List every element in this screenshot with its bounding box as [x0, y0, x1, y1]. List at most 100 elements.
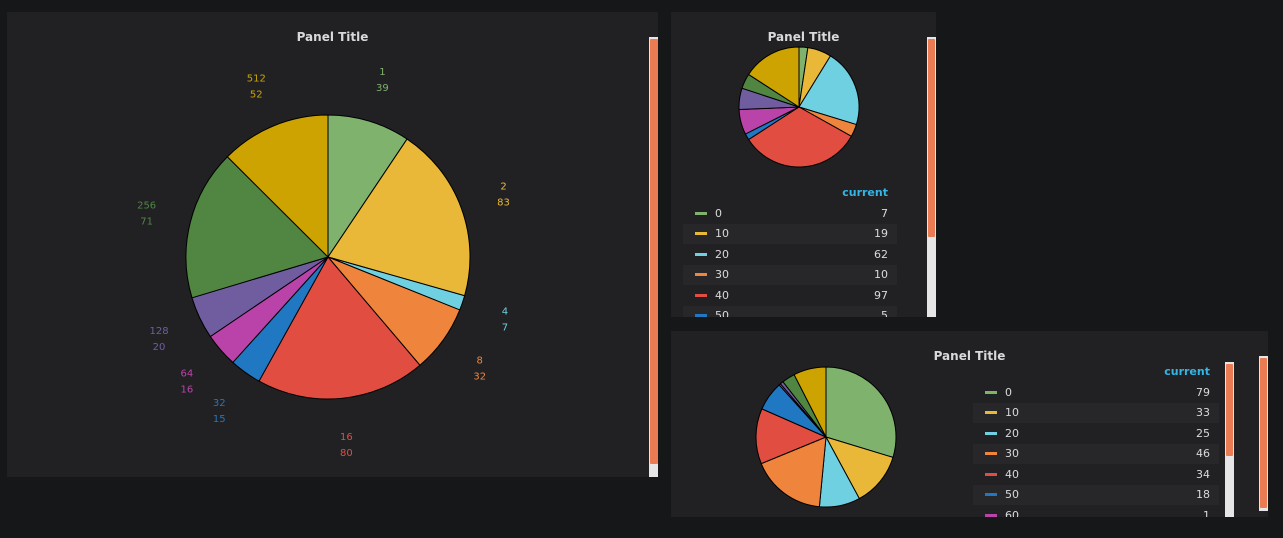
legend-swatch[interactable]	[985, 452, 997, 456]
legend-swatch[interactable]	[985, 472, 997, 476]
pie-panel-3[interactable]: Panel Title current 0 79 10 33 20 25 30 46 40 34 5…	[671, 331, 1268, 517]
legend-label[interactable]: 50	[1005, 488, 1019, 502]
legend-value: 18	[1196, 488, 1210, 502]
slice-value-128: 20	[153, 342, 166, 353]
legend-swatch[interactable]	[695, 232, 707, 236]
pie-slice-30[interactable]	[760, 436, 827, 508]
legend-swatch[interactable]	[985, 513, 997, 517]
legend-item[interactable]: 40 34	[973, 464, 1219, 485]
slice-label-32: 32	[213, 398, 226, 409]
pie-chart-1: 1 39 2 83 4 7 8 32 16 80 32 15 64 16 128 20 256 71 512 52	[137, 67, 510, 459]
scrollbar-thumb[interactable]	[1226, 364, 1233, 456]
scrollbar[interactable]	[1225, 362, 1234, 517]
panel-title[interactable]: Panel Title	[933, 349, 1006, 363]
scrollbar[interactable]	[649, 37, 658, 477]
legend-value: 10	[874, 268, 888, 282]
legend-value: 1	[1203, 508, 1210, 517]
legend-label[interactable]: 0	[1005, 385, 1012, 399]
pie-slice-40[interactable]	[747, 106, 853, 168]
pie-panel-1[interactable]: Panel Title 1 39 2 83 4 7 8 32 16 80 32 15 64 16 128 20…	[7, 12, 658, 477]
pie-panel-2[interactable]: Panel Title current 0 7 10 19 20 62 30 10 40 97 50…	[671, 12, 936, 317]
legend-swatch[interactable]	[985, 493, 997, 497]
legend-item[interactable]: 50 18	[973, 484, 1219, 505]
legend-label[interactable]: 40	[1005, 467, 1019, 481]
panel-title[interactable]: Panel Title	[767, 30, 840, 44]
slice-value-64: 16	[180, 385, 193, 396]
slice-label-2: 2	[500, 182, 506, 193]
slice-label-1: 1	[379, 67, 385, 78]
legend-swatch[interactable]	[695, 273, 707, 277]
legend-label[interactable]: 20	[715, 247, 729, 261]
scrollbar-thumb[interactable]	[928, 39, 935, 237]
legend-label[interactable]: 20	[1005, 426, 1019, 440]
legend-item[interactable]: 10 19	[683, 223, 897, 244]
legend-item[interactable]: 0 79	[973, 382, 1219, 403]
legend-label[interactable]: 50	[715, 309, 729, 317]
scrollbar-thumb[interactable]	[650, 39, 658, 464]
legend-item[interactable]: 50 5	[683, 305, 897, 317]
legend-item[interactable]: 20 25	[973, 423, 1219, 444]
pie-chart-2	[738, 46, 860, 168]
legend-swatch[interactable]	[695, 314, 707, 317]
legend-value: 46	[1196, 447, 1210, 461]
legend-item[interactable]: 30 46	[973, 443, 1219, 464]
legend-value: 62	[874, 247, 888, 261]
legend-swatch[interactable]	[695, 293, 707, 297]
slice-value-1: 39	[376, 83, 389, 94]
pie-slice-90[interactable]	[793, 366, 827, 438]
slice-label-8: 8	[477, 355, 483, 366]
legend-value: 79	[1196, 385, 1210, 399]
slice-label-128: 128	[149, 326, 168, 337]
legend-item[interactable]: 20 62	[683, 244, 897, 265]
legend-value: 5	[881, 309, 888, 317]
outer-scrollbar[interactable]	[1259, 356, 1268, 511]
legend-swatch[interactable]	[985, 411, 997, 415]
legend-swatch[interactable]	[985, 431, 997, 435]
pie-slice-20[interactable]	[798, 55, 860, 126]
legend-label[interactable]: 0	[715, 206, 722, 220]
legend-swatch[interactable]	[985, 390, 997, 394]
pie-chart-3	[755, 366, 897, 508]
legend-column-header[interactable]: current	[1164, 365, 1210, 378]
slice-label-256: 256	[137, 200, 156, 211]
legend-swatch[interactable]	[695, 211, 707, 215]
legend-value: 7	[881, 206, 888, 220]
pie-slice-256[interactable]	[185, 156, 329, 299]
slice-value-8: 32	[473, 371, 486, 382]
pie-slice-90[interactable]	[747, 46, 800, 108]
panel-title[interactable]: Panel Title	[296, 30, 369, 44]
legend-label[interactable]: 30	[1005, 447, 1019, 461]
slice-value-4: 7	[502, 322, 508, 333]
pie-slice-512[interactable]	[226, 114, 329, 259]
legend-item[interactable]: 40 97	[683, 285, 897, 306]
legend-label[interactable]: 10	[1005, 406, 1019, 420]
legend-label[interactable]: 30	[715, 268, 729, 282]
legend-label[interactable]: 40	[715, 288, 729, 302]
slice-value-256: 71	[140, 216, 153, 227]
legend-column-header[interactable]: current	[842, 186, 888, 199]
pie-slice-2[interactable]	[327, 138, 471, 297]
legend-label[interactable]: 60	[1005, 508, 1019, 517]
scrollbar[interactable]	[927, 37, 936, 317]
legend-swatch[interactable]	[695, 252, 707, 256]
pie-slice-16[interactable]	[258, 256, 421, 400]
legend-item[interactable]: 10 33	[973, 402, 1219, 423]
slice-label-64: 64	[180, 369, 193, 380]
legend: current 0 79 10 33 20 25 30 46 40 34 50 18 60 1	[973, 362, 1219, 517]
slice-value-512: 52	[250, 89, 263, 100]
legend-value: 34	[1196, 467, 1210, 481]
outer-scrollbar-thumb[interactable]	[1260, 358, 1267, 508]
pie-slice-40[interactable]	[755, 408, 828, 465]
slice-label-512: 512	[247, 73, 266, 84]
slice-value-2: 83	[497, 198, 510, 209]
legend-value: 33	[1196, 406, 1210, 420]
legend: current 0 7 10 19 20 62 30 10 40 97 50 5	[683, 183, 897, 317]
legend-label[interactable]: 10	[715, 227, 729, 241]
pie-slice-1[interactable]	[327, 114, 408, 259]
legend-item[interactable]: 60 1	[973, 505, 1219, 517]
slice-value-32: 15	[213, 414, 226, 425]
pie-slice-0[interactable]	[825, 366, 897, 458]
legend-item[interactable]: 30 10	[683, 264, 897, 285]
legend-value: 25	[1196, 426, 1210, 440]
